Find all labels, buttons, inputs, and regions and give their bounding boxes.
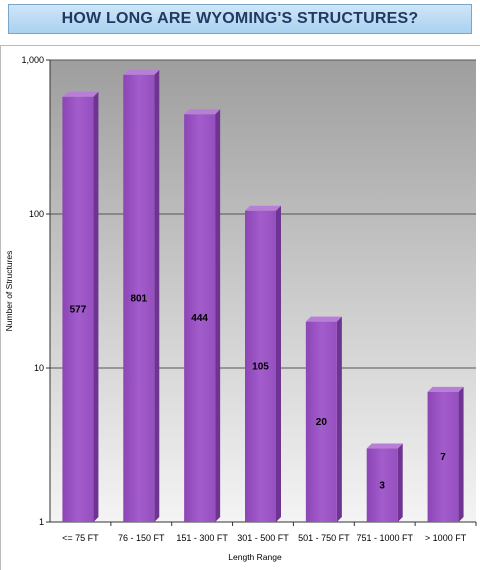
bar-top — [366, 443, 403, 449]
x-tick-label: 751 - 1000 FT — [356, 533, 413, 543]
bar-top — [62, 91, 99, 97]
data-label: 7 — [440, 452, 446, 463]
bar — [245, 210, 276, 522]
y-tick-label: 1 — [39, 517, 44, 527]
bar-side — [397, 443, 403, 522]
y-axis-title: Number of Structures — [4, 251, 14, 332]
x-tick-label: 501 - 750 FT — [298, 533, 350, 543]
x-tick-label: <= 75 FT — [62, 533, 99, 543]
x-tick-label: 76 - 150 FT — [118, 533, 165, 543]
bar-top — [427, 386, 464, 392]
bar-side — [276, 205, 281, 522]
x-axis-title: Length Range — [228, 552, 282, 562]
y-tick-label: 1,000 — [21, 55, 44, 65]
data-label: 3 — [379, 480, 385, 491]
y-tick-label: 100 — [29, 209, 44, 219]
bar-top — [123, 69, 160, 75]
bar-top — [184, 109, 221, 115]
data-label: 577 — [70, 304, 87, 315]
data-label: 444 — [191, 313, 208, 324]
bar — [427, 391, 459, 522]
bar — [305, 321, 337, 522]
bar — [184, 114, 216, 522]
bar-top — [245, 205, 281, 211]
x-tick-label: > 1000 FT — [425, 533, 467, 543]
chart-title: HOW LONG ARE WYOMING'S STRUCTURES? — [61, 10, 419, 27]
y-tick-label: 10 — [34, 363, 44, 373]
bar — [123, 74, 155, 523]
x-tick-label: 301 - 500 FT — [237, 533, 289, 543]
bar-side — [93, 91, 99, 522]
bar-side — [215, 109, 221, 522]
bar — [366, 448, 398, 522]
data-label: 801 — [130, 293, 147, 304]
bar — [62, 96, 94, 522]
chart-title-bar: HOW LONG ARE WYOMING'S STRUCTURES? — [8, 4, 472, 34]
x-tick-label: 151 - 300 FT — [176, 533, 228, 543]
data-label: 105 — [252, 361, 269, 372]
bar-side — [458, 386, 464, 522]
bar-side — [154, 69, 160, 523]
bar-side — [336, 316, 342, 522]
data-label: 20 — [316, 417, 328, 428]
bar-top — [305, 316, 342, 322]
